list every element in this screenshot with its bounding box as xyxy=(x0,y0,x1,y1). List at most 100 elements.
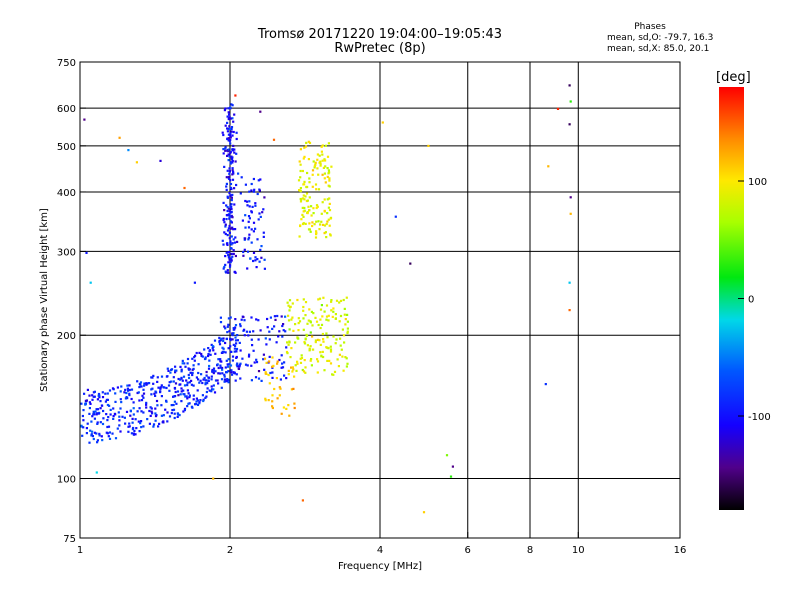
data-point xyxy=(228,155,231,158)
data-point xyxy=(329,350,333,353)
data-point xyxy=(230,235,233,238)
data-point xyxy=(271,394,274,397)
data-point xyxy=(180,390,183,393)
data-point xyxy=(186,381,189,384)
data-point xyxy=(233,372,236,375)
data-point xyxy=(271,356,274,359)
data-point xyxy=(330,300,333,303)
data-point xyxy=(114,437,118,440)
data-point xyxy=(314,161,317,164)
data-point xyxy=(98,394,101,397)
data-point xyxy=(222,337,225,340)
data-point xyxy=(195,376,198,379)
data-point xyxy=(319,326,322,330)
data-point xyxy=(136,410,139,413)
data-point xyxy=(294,341,297,344)
data-point xyxy=(123,416,126,419)
data-point xyxy=(293,406,296,410)
data-point xyxy=(150,393,153,396)
data-point xyxy=(346,331,349,335)
data-point xyxy=(229,247,233,250)
data-point xyxy=(264,399,267,402)
data-point xyxy=(234,324,238,327)
data-point xyxy=(327,169,330,172)
x-tick-label: 6 xyxy=(465,545,471,556)
data-point xyxy=(222,243,225,246)
data-point xyxy=(172,408,176,411)
y-axis-label: Stationary phase Virtual Height [km] xyxy=(39,208,50,392)
data-point-isolated xyxy=(449,475,453,478)
data-point xyxy=(190,405,193,408)
data-point xyxy=(344,356,347,359)
data-point xyxy=(186,357,190,361)
data-point xyxy=(321,223,325,226)
data-point xyxy=(91,394,94,397)
data-point xyxy=(118,415,121,418)
data-point xyxy=(140,426,143,429)
data-point xyxy=(260,379,263,382)
data-point xyxy=(170,380,173,383)
data-point xyxy=(228,216,231,219)
data-point xyxy=(235,363,238,367)
data-point xyxy=(227,323,230,326)
data-point xyxy=(183,384,187,387)
data-point xyxy=(275,377,278,380)
data-point xyxy=(148,422,151,425)
data-point xyxy=(142,396,145,399)
data-point xyxy=(312,160,315,163)
data-point xyxy=(298,320,302,323)
y-tick-label: 300 xyxy=(57,247,76,258)
data-point xyxy=(226,269,229,272)
data-point xyxy=(328,179,331,182)
data-point xyxy=(264,371,267,374)
data-point xyxy=(338,301,341,304)
data-point xyxy=(325,315,329,318)
data-point xyxy=(322,338,325,341)
data-point xyxy=(250,182,253,186)
data-point xyxy=(98,396,101,399)
data-point xyxy=(222,339,225,343)
data-point xyxy=(208,389,211,392)
data-point xyxy=(252,221,256,224)
data-point xyxy=(229,117,232,120)
data-point-isolated xyxy=(272,138,276,141)
data-point xyxy=(302,157,305,160)
data-point xyxy=(82,426,85,429)
data-point-isolated xyxy=(83,118,86,121)
data-point xyxy=(228,137,231,140)
data-point xyxy=(330,309,333,312)
data-point xyxy=(154,419,157,422)
data-point-isolated xyxy=(409,262,412,265)
data-point xyxy=(140,399,144,402)
data-point xyxy=(230,128,233,131)
phases-heading: Phases xyxy=(634,22,666,32)
data-point xyxy=(233,187,236,190)
data-point xyxy=(232,252,235,255)
data-point xyxy=(326,167,329,170)
data-point xyxy=(113,412,116,415)
chart-subtitle: RwPretec (8p) xyxy=(334,41,426,56)
data-point xyxy=(243,319,246,322)
data-point xyxy=(160,375,164,378)
data-point xyxy=(128,394,131,397)
data-point xyxy=(208,359,211,362)
data-point xyxy=(222,133,225,137)
data-point xyxy=(128,388,131,392)
data-point xyxy=(271,376,274,379)
phase-stats-x: mean, sd,X: 85.0, 20.1 xyxy=(607,44,710,54)
data-point xyxy=(166,411,169,414)
data-point xyxy=(304,145,308,148)
data-point xyxy=(263,368,266,371)
data-point xyxy=(182,410,185,413)
y-tick-label: 200 xyxy=(57,331,76,342)
data-point xyxy=(92,437,95,441)
data-point xyxy=(262,208,265,211)
data-point xyxy=(275,341,278,344)
data-point xyxy=(231,173,234,176)
data-point xyxy=(246,364,249,367)
data-point xyxy=(138,407,141,410)
data-point xyxy=(239,192,242,195)
data-point xyxy=(179,383,182,386)
data-point xyxy=(290,366,293,369)
data-point xyxy=(107,416,110,419)
